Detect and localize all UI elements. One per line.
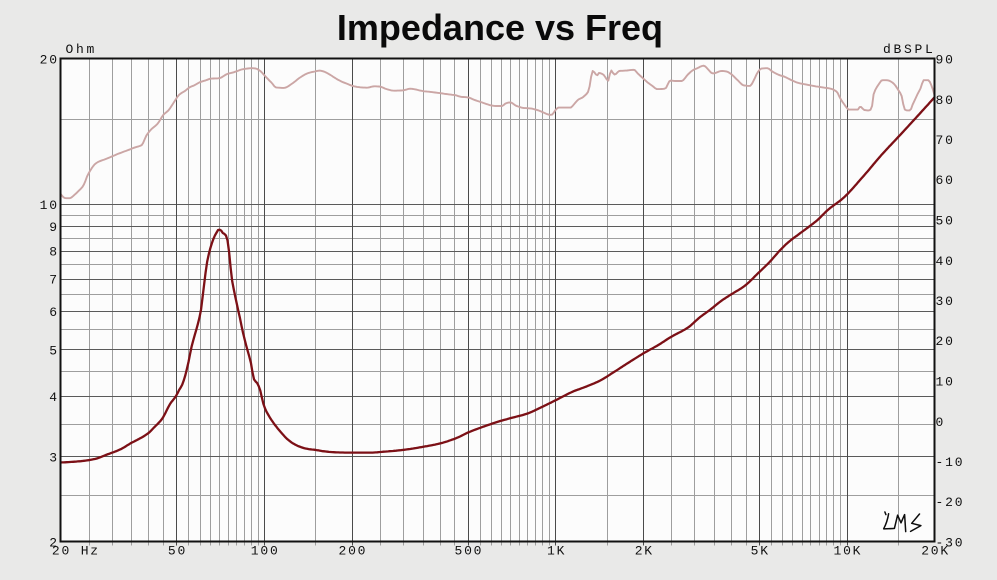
svg-text:0: 0 bbox=[936, 415, 946, 430]
svg-text:20: 20 bbox=[40, 53, 59, 68]
svg-text:20: 20 bbox=[936, 334, 955, 349]
svg-text:80: 80 bbox=[936, 93, 955, 108]
svg-text:8: 8 bbox=[49, 245, 59, 260]
svg-text:6: 6 bbox=[49, 305, 59, 320]
svg-text:70: 70 bbox=[936, 133, 955, 148]
svg-text:30: 30 bbox=[936, 294, 955, 309]
svg-text:200: 200 bbox=[338, 544, 367, 559]
svg-text:50: 50 bbox=[168, 544, 187, 559]
svg-text:Ohm: Ohm bbox=[66, 42, 98, 57]
svg-text:50: 50 bbox=[936, 214, 955, 229]
svg-text:5: 5 bbox=[49, 343, 59, 358]
svg-text:20K: 20K bbox=[921, 544, 950, 559]
svg-text:3: 3 bbox=[49, 450, 59, 465]
svg-text:100: 100 bbox=[251, 544, 280, 559]
svg-text:20 Hz: 20 Hz bbox=[52, 544, 100, 559]
svg-text:Impedance vs Freq: Impedance vs Freq bbox=[337, 7, 663, 48]
svg-text:40: 40 bbox=[936, 254, 955, 269]
svg-text:5K: 5K bbox=[751, 544, 770, 559]
svg-text:dBSPL: dBSPL bbox=[883, 42, 936, 57]
svg-text:-10: -10 bbox=[936, 455, 965, 470]
svg-text:-30: -30 bbox=[936, 536, 965, 551]
svg-text:9: 9 bbox=[49, 220, 59, 235]
svg-text:10: 10 bbox=[936, 375, 955, 390]
svg-text:60: 60 bbox=[936, 173, 955, 188]
svg-text:2K: 2K bbox=[635, 544, 654, 559]
svg-text:4: 4 bbox=[49, 390, 59, 405]
svg-text:7: 7 bbox=[49, 273, 59, 288]
svg-text:500: 500 bbox=[454, 544, 483, 559]
svg-text:-20: -20 bbox=[936, 495, 965, 510]
svg-text:1K: 1K bbox=[547, 544, 566, 559]
svg-text:2: 2 bbox=[49, 536, 59, 551]
svg-text:10K: 10K bbox=[833, 544, 862, 559]
svg-text:90: 90 bbox=[936, 53, 955, 68]
svg-text:10: 10 bbox=[40, 198, 59, 213]
